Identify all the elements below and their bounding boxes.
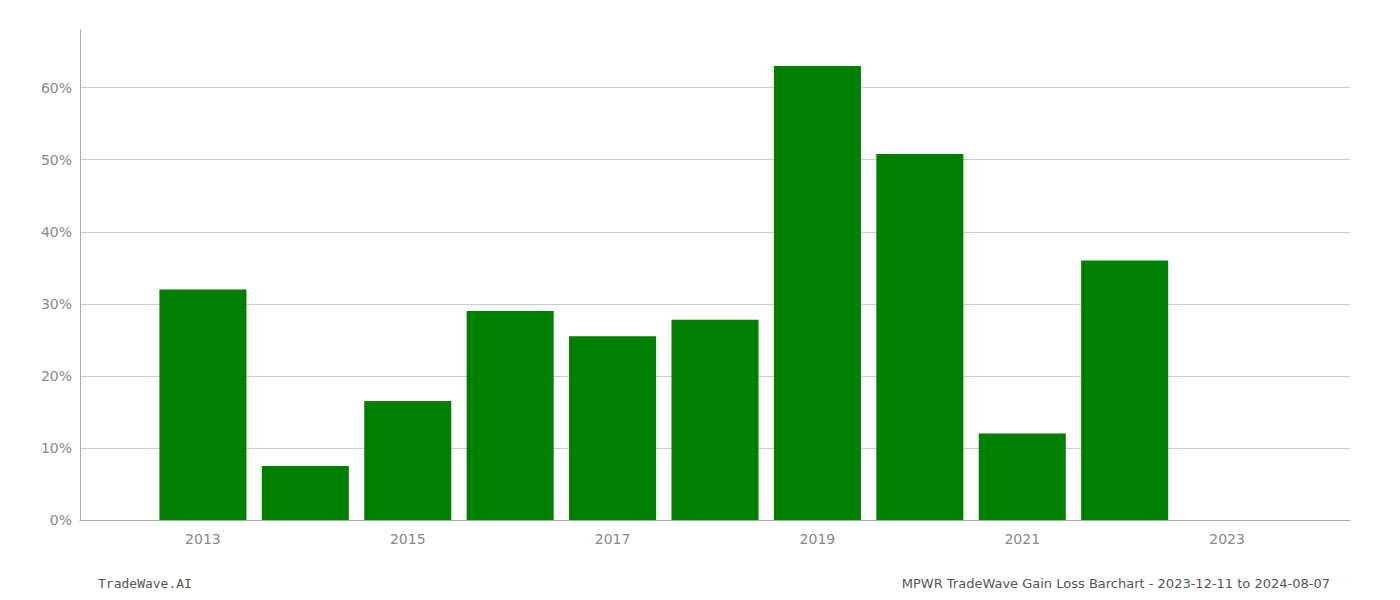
svg-text:2019: 2019	[800, 531, 836, 547]
svg-text:50%: 50%	[41, 152, 72, 168]
svg-text:40%: 40%	[41, 224, 72, 240]
svg-text:2015: 2015	[390, 531, 426, 547]
svg-text:2017: 2017	[595, 531, 631, 547]
svg-text:2021: 2021	[1004, 531, 1040, 547]
svg-text:TradeWave.AI: TradeWave.AI	[98, 576, 192, 591]
svg-text:20%: 20%	[41, 368, 72, 384]
svg-text:0%: 0%	[50, 512, 72, 528]
svg-text:10%: 10%	[41, 440, 72, 456]
svg-text:2013: 2013	[185, 531, 221, 547]
svg-text:30%: 30%	[41, 296, 72, 312]
svg-text:2023: 2023	[1209, 531, 1245, 547]
svg-text:MPWR TradeWave Gain Loss Barch: MPWR TradeWave Gain Loss Barchart - 2023…	[902, 576, 1330, 591]
svg-text:60%: 60%	[41, 80, 72, 96]
